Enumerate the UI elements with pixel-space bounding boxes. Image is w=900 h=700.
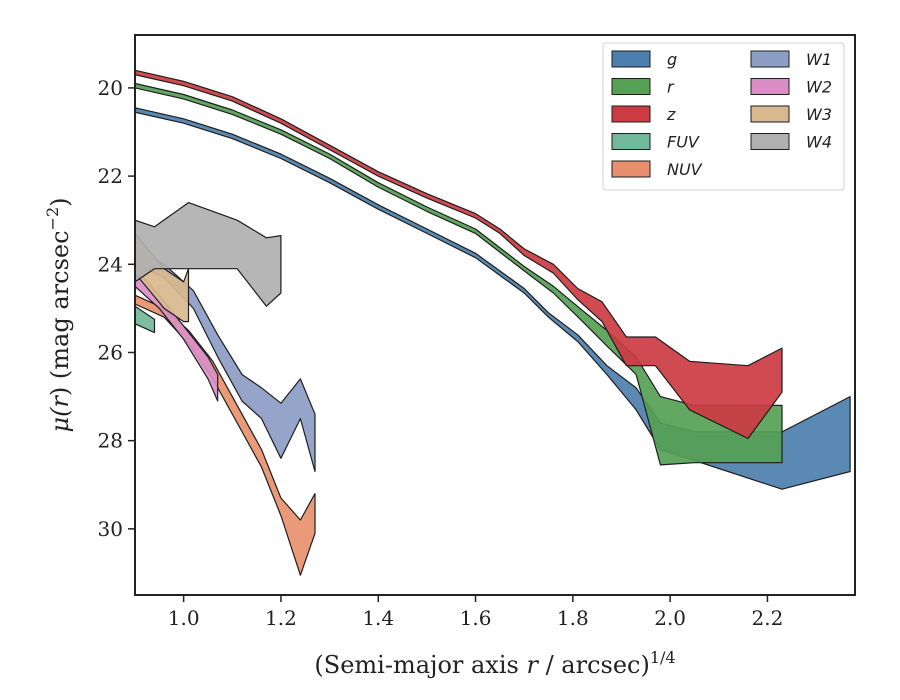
legend-label-w4: W4 xyxy=(806,133,832,152)
band-r xyxy=(135,82,783,466)
x-axis-ticks: 1.0 1.2 1.4 1.6 1.8 2.0 2.2 xyxy=(168,595,784,630)
legend-label-fuv: FUV xyxy=(667,133,700,152)
y-tick-label: 26 xyxy=(98,340,123,364)
y-tick-label: 28 xyxy=(98,429,123,453)
legend-swatch-r xyxy=(611,78,651,95)
profile-bands xyxy=(135,69,851,576)
legend-swatch-g xyxy=(611,50,651,68)
x-axis-label: (Semi-major axis r / arcsec)1/4 xyxy=(314,648,675,679)
legend-label-w2: W2 xyxy=(806,78,832,97)
y-axis-ticks: 20 22 24 26 28 30 xyxy=(98,76,135,541)
legend-label-g: g xyxy=(667,50,677,69)
x-tick-label: 1.6 xyxy=(460,606,492,630)
x-tick-label: 2.0 xyxy=(654,606,686,630)
band-w1 xyxy=(135,250,316,473)
x-tick-label: 1.2 xyxy=(265,606,297,630)
band-z xyxy=(135,69,783,440)
band-fuv xyxy=(135,305,156,334)
legend-swatch-w4 xyxy=(750,133,790,150)
y-axis-label: μ(r) (mag arcsec−2) xyxy=(43,197,74,432)
x-tick-label: 1.0 xyxy=(168,606,200,630)
legend-label-z: z xyxy=(666,105,676,124)
legend-swatch-nuv xyxy=(611,160,651,178)
y-tick-label: 30 xyxy=(98,517,123,541)
legend-swatch-fuv xyxy=(611,133,651,150)
legend-label-nuv: NUV xyxy=(667,160,703,179)
legend-swatch-w1 xyxy=(750,50,790,68)
legend-swatch-w3 xyxy=(750,105,790,123)
legend-label-w3: W3 xyxy=(806,105,832,124)
legend-label-r: r xyxy=(667,78,675,97)
plot-frame xyxy=(134,34,856,596)
legend-label-w1: W1 xyxy=(806,50,832,69)
y-tick-label: 20 xyxy=(98,76,123,100)
legend: grz FUV NUV W1 W2 W3 W4 xyxy=(602,42,845,191)
y-tick-label: 22 xyxy=(98,164,123,188)
legend-swatch-z xyxy=(611,105,651,123)
x-tick-label: 1.4 xyxy=(362,606,394,630)
y-tick-label: 24 xyxy=(98,252,123,276)
band-w4 xyxy=(135,202,282,307)
x-tick-label: 1.8 xyxy=(557,606,589,630)
x-tick-label: 2.2 xyxy=(752,606,784,630)
legend-swatch-w2 xyxy=(750,78,790,95)
